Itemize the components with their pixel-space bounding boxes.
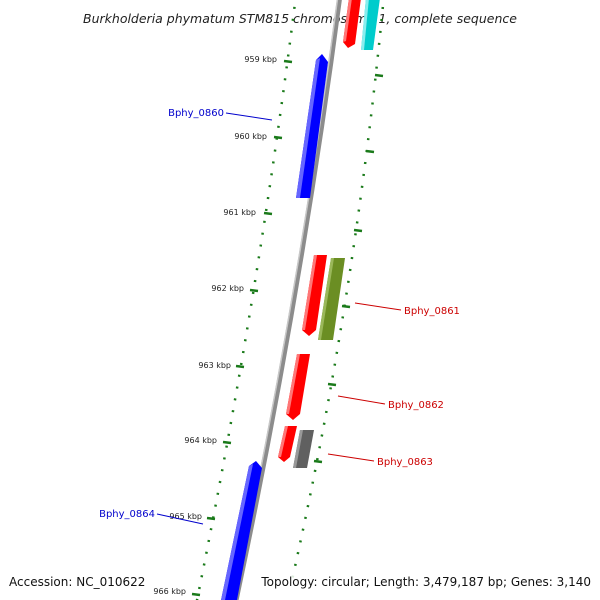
tick-label-963: 963 kbp xyxy=(198,361,231,370)
tick-959 xyxy=(283,59,293,64)
tick-960 xyxy=(273,135,283,140)
gene-bphy-0862 xyxy=(286,354,310,420)
gene-red-small xyxy=(278,426,297,462)
left-major-ticks xyxy=(191,59,293,597)
tick-962 xyxy=(249,288,259,293)
summary-text: Topology: circular; Length: 3,479,187 bp… xyxy=(260,575,591,589)
tick-966 xyxy=(191,592,201,597)
tick-label-959: 959 kbp xyxy=(244,55,277,64)
tick-label-962: 962 kbp xyxy=(211,284,244,293)
right-tick-ring xyxy=(290,0,385,581)
gene-olive-feature xyxy=(318,258,345,340)
gene-label-bphy-0862: Bphy_0862 xyxy=(388,400,444,411)
right-major-ticks xyxy=(313,73,384,464)
gene-bphy-0861 xyxy=(302,255,327,336)
map-title: Burkholderia phymatum STM815 chromosome … xyxy=(83,11,517,26)
gene-label-bphy-0861: Bphy_0861 xyxy=(404,306,460,317)
tick-label-966: 966 kbp xyxy=(153,587,186,596)
gene-label-bphy-0863: Bphy_0863 xyxy=(377,457,433,468)
label-leaders xyxy=(156,112,402,525)
tick-label-961: 961 kbp xyxy=(223,208,256,217)
tick-963 xyxy=(235,364,245,369)
gene-label-bphy-0860: Bphy_0860 xyxy=(168,108,224,119)
tick-label-964: 964 kbp xyxy=(184,436,217,445)
gene-labels: Bphy_0860 Bphy_0861 Bphy_0862 Bphy_0863 … xyxy=(99,108,460,520)
gene-features xyxy=(221,0,380,600)
tick-label-965: 965 kbp xyxy=(169,512,202,521)
tick-label-960: 960 kbp xyxy=(234,132,267,141)
tick-labels: 959 kbp 960 kbp 961 kbp 962 kbp 963 kbp … xyxy=(153,55,277,596)
tick-961 xyxy=(263,211,273,216)
tick-965 xyxy=(206,516,216,521)
gene-label-bphy-0864: Bphy_0864 xyxy=(99,509,155,520)
tick-964 xyxy=(222,440,232,445)
accession-text: Accession: NC_010622 xyxy=(9,575,145,589)
